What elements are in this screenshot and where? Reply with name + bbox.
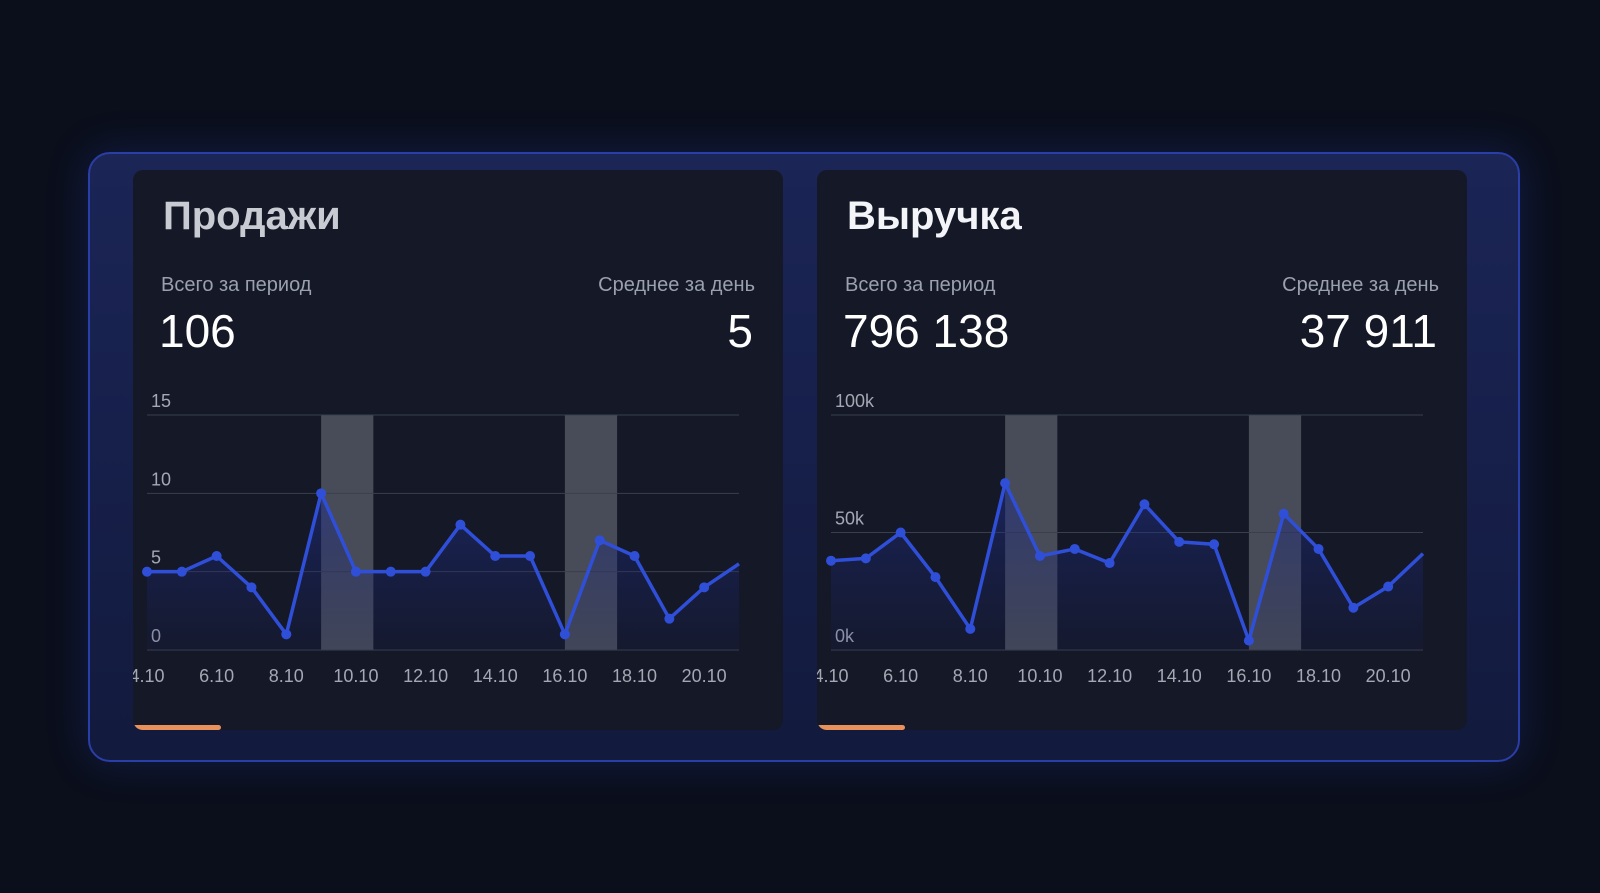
x-tick-label: 14.10 (473, 666, 518, 686)
data-point (895, 527, 906, 538)
y-tick-label: 10 (151, 469, 171, 489)
series-area (147, 493, 739, 650)
data-point (316, 488, 327, 499)
total-label: Всего за период (845, 274, 996, 296)
data-point (699, 582, 710, 593)
data-point (525, 551, 536, 561)
x-tick-label: 16.10 (1226, 666, 1271, 686)
x-tick-label: 4.10 (133, 666, 165, 686)
data-point (1383, 581, 1394, 592)
data-point (281, 629, 292, 640)
data-point (1069, 543, 1080, 554)
x-tick-label: 8.10 (269, 666, 304, 686)
x-tick-label: 4.10 (817, 666, 849, 686)
x-tick-label: 10.10 (333, 666, 378, 686)
x-tick-label: 6.10 (199, 666, 234, 686)
data-point (142, 566, 152, 577)
y-tick-label: 50k (835, 509, 865, 529)
x-tick-label: 6.10 (883, 666, 918, 686)
data-point (350, 566, 361, 577)
x-tick-label: 20.10 (1366, 666, 1411, 686)
data-point (629, 551, 640, 561)
avg-label: Среднее за день (598, 274, 755, 296)
data-point (1278, 508, 1289, 519)
x-tick-label: 18.10 (612, 666, 657, 686)
card-title: Выручка (847, 194, 1022, 238)
total-label: Всего за период (161, 274, 312, 296)
data-point (965, 623, 976, 634)
avg-value: 37 911 (1299, 305, 1437, 357)
x-tick-label: 10.10 (1017, 666, 1062, 686)
x-tick-label: 12.10 (403, 666, 448, 686)
series-line (830, 481, 1425, 643)
series-area (831, 483, 1423, 650)
data-point (455, 519, 466, 530)
sales-chart: 0510154.106.108.1010.1012.1014.1016.1018… (133, 391, 740, 686)
sales-card: Продажи Всего за период Среднее за день … (133, 170, 783, 730)
data-point (594, 535, 605, 546)
data-point (860, 553, 871, 564)
data-point (1000, 478, 1011, 489)
x-tick-label: 12.10 (1087, 666, 1132, 686)
revenue-chart: 0k50k100k4.106.108.1010.1012.1014.1016.1… (817, 391, 1425, 686)
revenue-card: Выручка Всего за период Среднее за день … (817, 170, 1467, 730)
data-point (559, 629, 570, 640)
data-point (1174, 536, 1185, 547)
card-title: Продажи (163, 194, 341, 238)
y-tick-label: 100k (835, 391, 875, 411)
data-point (930, 572, 941, 583)
total-value: 796 138 (843, 305, 1010, 357)
accent-bar (133, 725, 221, 730)
data-point (211, 551, 222, 561)
data-point (385, 566, 396, 577)
data-point (826, 555, 836, 566)
data-point (420, 566, 431, 577)
series-line (147, 491, 740, 637)
x-tick-label: 16.10 (542, 666, 587, 686)
data-point (1209, 539, 1220, 550)
data-point (1348, 602, 1359, 613)
y-tick-label: 5 (151, 548, 161, 568)
data-point (246, 582, 257, 593)
y-tick-label: 15 (151, 391, 171, 411)
data-point (1104, 558, 1115, 569)
x-tick-label: 14.10 (1157, 666, 1202, 686)
x-tick-label: 20.10 (682, 666, 727, 686)
data-point (1139, 499, 1150, 510)
total-value: 106 (159, 305, 236, 357)
data-point (1243, 635, 1254, 646)
x-tick-label: 18.10 (1296, 666, 1341, 686)
data-point (1034, 551, 1045, 561)
data-point (664, 613, 675, 624)
avg-label: Среднее за день (1282, 274, 1439, 296)
x-tick-label: 8.10 (953, 666, 988, 686)
data-point (176, 566, 187, 577)
avg-value: 5 (727, 305, 753, 357)
data-point (490, 551, 501, 561)
accent-bar (817, 725, 905, 730)
data-point (1313, 543, 1324, 554)
